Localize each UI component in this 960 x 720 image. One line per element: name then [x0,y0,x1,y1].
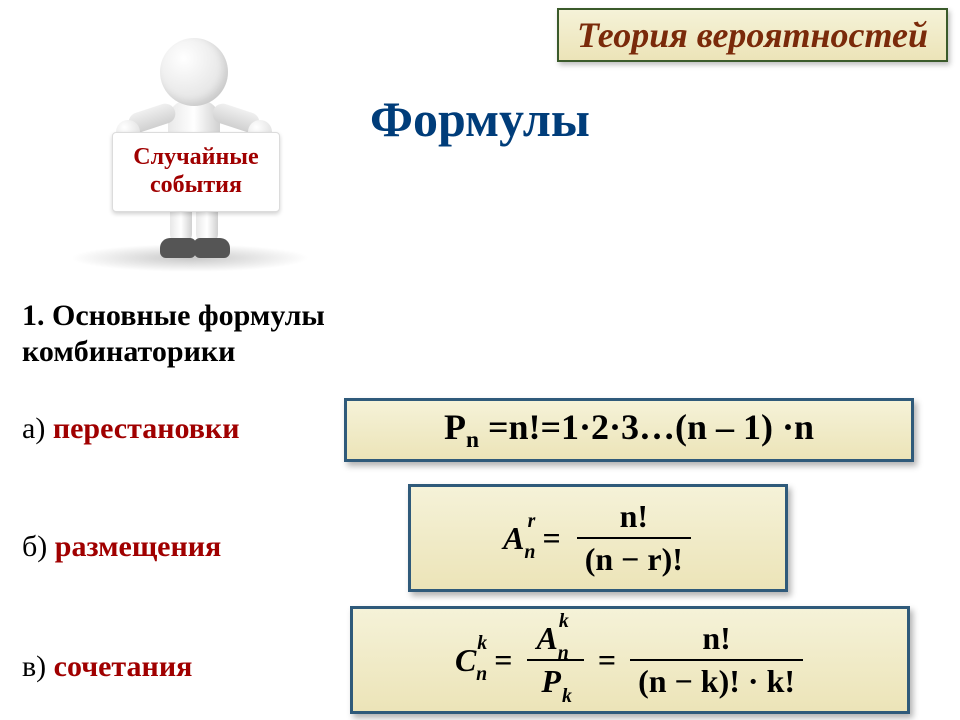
formula-a-text: Pn =n!=1·2·3…(n – 1) ·n [444,406,814,454]
item-marker: б) [22,530,55,563]
mannequin-figure: Случайные события [20,20,360,290]
header-badge: Теория вероятностей [557,8,948,62]
formula-permutations: Pn =n!=1·2·3…(n – 1) ·n [344,398,914,462]
mannequin-foot [194,238,230,258]
section-line2: комбинаторики [22,335,235,368]
sym-sub: n [524,541,535,564]
sym-sub: k [562,685,572,708]
item-b: б) размещения [22,530,221,564]
sign-line2: события [150,172,242,198]
item-a: а) перестановки [22,412,240,446]
formula-b-lhs: A r n [503,520,524,557]
frac-den: (n − r)! [577,537,691,578]
frac-den: P k [527,659,584,700]
frac-num: n! [577,498,691,537]
sym-sup: k [559,610,569,633]
header-title: Теория вероятностей [577,15,928,55]
equals-sign: = [494,642,512,679]
sym-sub: n [476,663,487,686]
item-marker: в) [22,650,54,683]
item-label-text: размещения [55,530,222,563]
sym-base: A [503,520,524,556]
item-marker: а) [22,412,53,445]
mannequin-foot [160,238,196,258]
sym-sub: n [558,642,569,665]
equals-sign: = [598,642,616,679]
section-line1: 1. Основные формулы [22,299,325,332]
item-label-text: сочетания [54,650,193,683]
formula-c-eq: C k n = A k n P k = n! (n − k)! [453,620,807,700]
frac-den: (n − k)! · k! [630,659,803,700]
mannequin-head [160,38,228,106]
equals-sign: = [542,520,560,557]
main-title: Формулы [370,90,590,148]
formula-b-eq: A r n = n! (n − r)! [501,498,695,578]
sym-sup: k [477,632,487,655]
item-c: в) сочетания [22,650,192,684]
formula-arrangements: A r n = n! (n − r)! [408,484,788,592]
item-label-text: перестановки [53,412,240,445]
sym-sup: r [528,510,536,533]
formula-c-mid-frac: A k n P k [527,620,584,700]
formula-c-lhs: C k n [455,642,476,679]
sym-base: P [541,663,561,699]
sym-base: A [537,620,558,656]
sign-text: Случайные события [133,144,258,199]
sign-line1: Случайные [133,144,258,170]
sign-card: Случайные события [112,132,280,212]
formula-combinations: C k n = A k n P k = n! (n − k)! [350,606,910,714]
frac-num: n! [630,620,803,659]
frac-num: A k n [527,620,584,659]
sym-base: C [455,642,476,678]
formula-b-frac: n! (n − r)! [577,498,691,578]
section-heading: 1. Основные формулы комбинаторики [22,298,325,370]
formula-c-rhs-frac: n! (n − k)! · k! [630,620,803,700]
